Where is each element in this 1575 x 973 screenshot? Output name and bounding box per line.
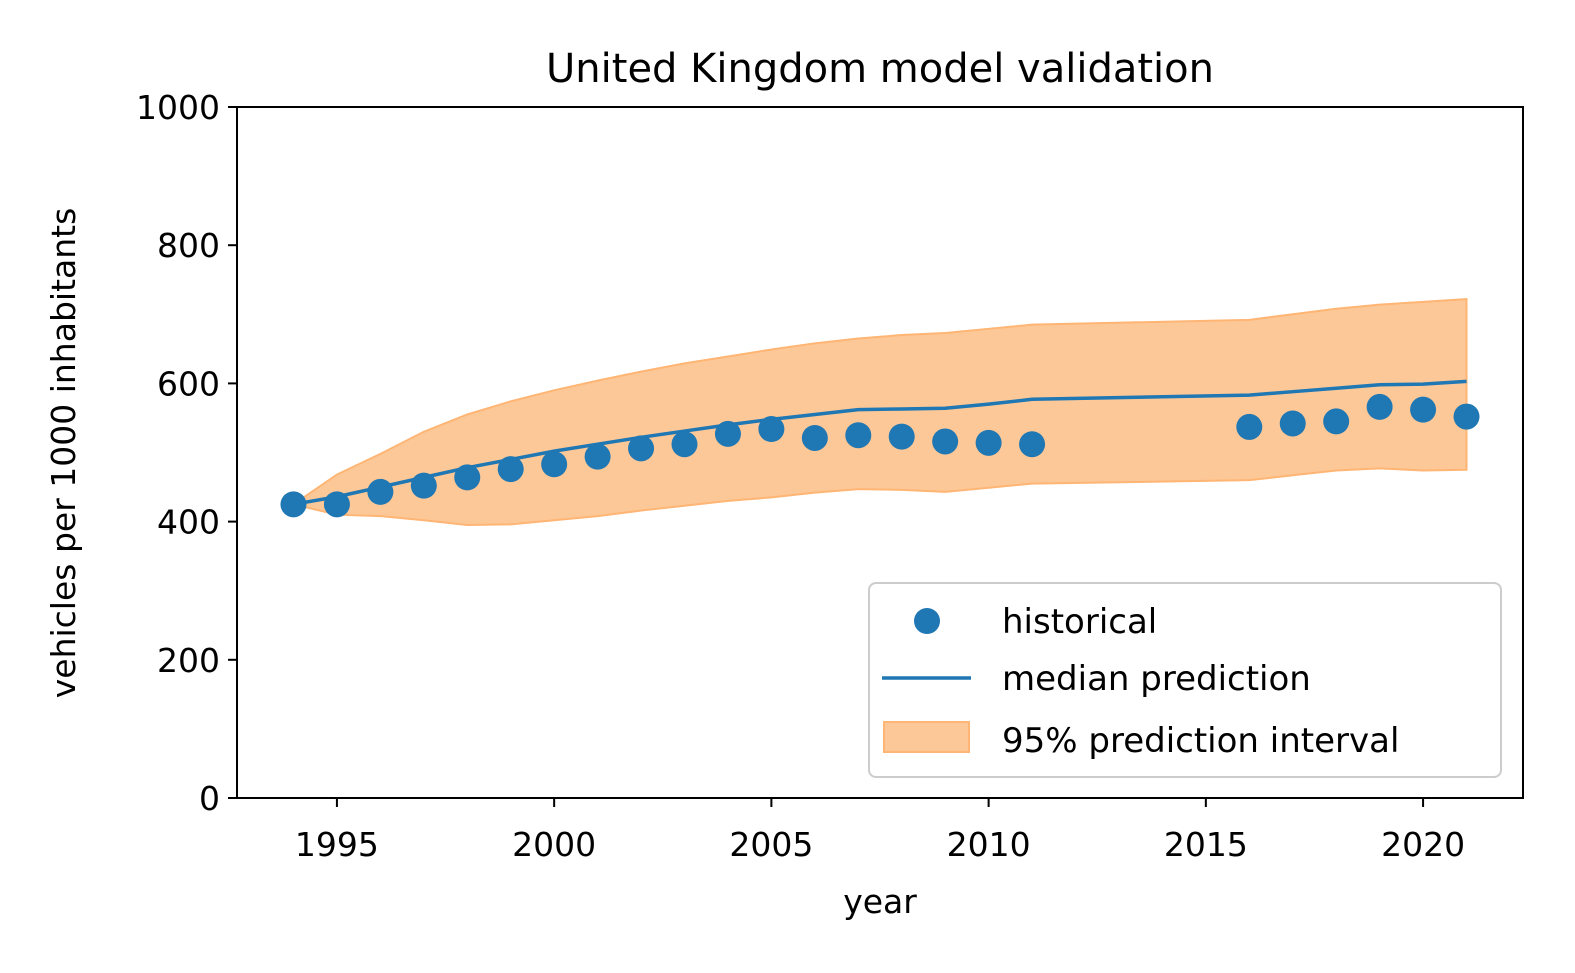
chart-title: United Kingdom model validation <box>546 46 1214 92</box>
x-tick-label: 2000 <box>512 825 596 864</box>
points-layer <box>280 393 1480 518</box>
legend-box <box>868 582 1502 778</box>
x-axis-title: year <box>843 882 917 921</box>
y-tick-label: 1000 <box>136 88 220 127</box>
historical-point <box>845 422 872 449</box>
x-tick-label: 2005 <box>729 825 813 864</box>
historical-point <box>888 423 915 450</box>
legend-historical-label: historical <box>1002 602 1157 642</box>
historical-point <box>628 435 655 462</box>
y-tick-label: 0 <box>199 779 220 818</box>
historical-point <box>714 420 741 447</box>
y-tick-label: 800 <box>157 226 220 265</box>
legend-median-label: median prediction <box>1002 659 1311 699</box>
x-axis: 1995 2000 2005 2010 2015 2020 <box>295 798 1465 864</box>
historical-point <box>932 428 959 455</box>
historical-point <box>584 443 611 470</box>
historical-point <box>1019 431 1046 458</box>
x-tick-label: 2015 <box>1164 825 1248 864</box>
historical-point <box>1366 393 1393 420</box>
historical-point <box>323 491 350 518</box>
historical-point <box>801 424 828 451</box>
x-tick-label: 2020 <box>1381 825 1465 864</box>
historical-point <box>1453 403 1480 430</box>
x-tick-label: 2010 <box>947 825 1031 864</box>
historical-point <box>1323 408 1350 435</box>
y-axis-title: vehicles per 1000 inhabitants <box>44 208 83 699</box>
historical-point <box>758 416 785 443</box>
historical-point <box>975 429 1002 456</box>
y-tick-label: 400 <box>157 503 220 542</box>
historical-point <box>541 451 568 478</box>
legend-interval-label: 95% prediction interval <box>1002 721 1399 761</box>
prediction-interval-band <box>291 298 1468 527</box>
plot-frame <box>236 106 1524 799</box>
historical-point <box>410 472 437 499</box>
historical-point <box>1410 396 1437 423</box>
interval-layer <box>291 298 1468 527</box>
historical-point <box>367 478 394 505</box>
legend-interval-swatch <box>883 721 970 753</box>
historical-point <box>1236 413 1263 440</box>
x-tick-label: 1995 <box>295 825 379 864</box>
historical-point <box>454 464 481 491</box>
historical-point <box>497 456 524 483</box>
legend: historical median prediction 95% predict… <box>868 582 1502 778</box>
legend-historical-marker <box>914 608 940 634</box>
y-tick-label: 600 <box>157 364 220 403</box>
historical-point <box>1279 410 1306 437</box>
y-axis: 0 200 400 600 800 1000 <box>136 88 237 818</box>
y-tick-label: 200 <box>157 641 220 680</box>
historical-point <box>280 491 307 518</box>
historical-point <box>671 431 698 458</box>
